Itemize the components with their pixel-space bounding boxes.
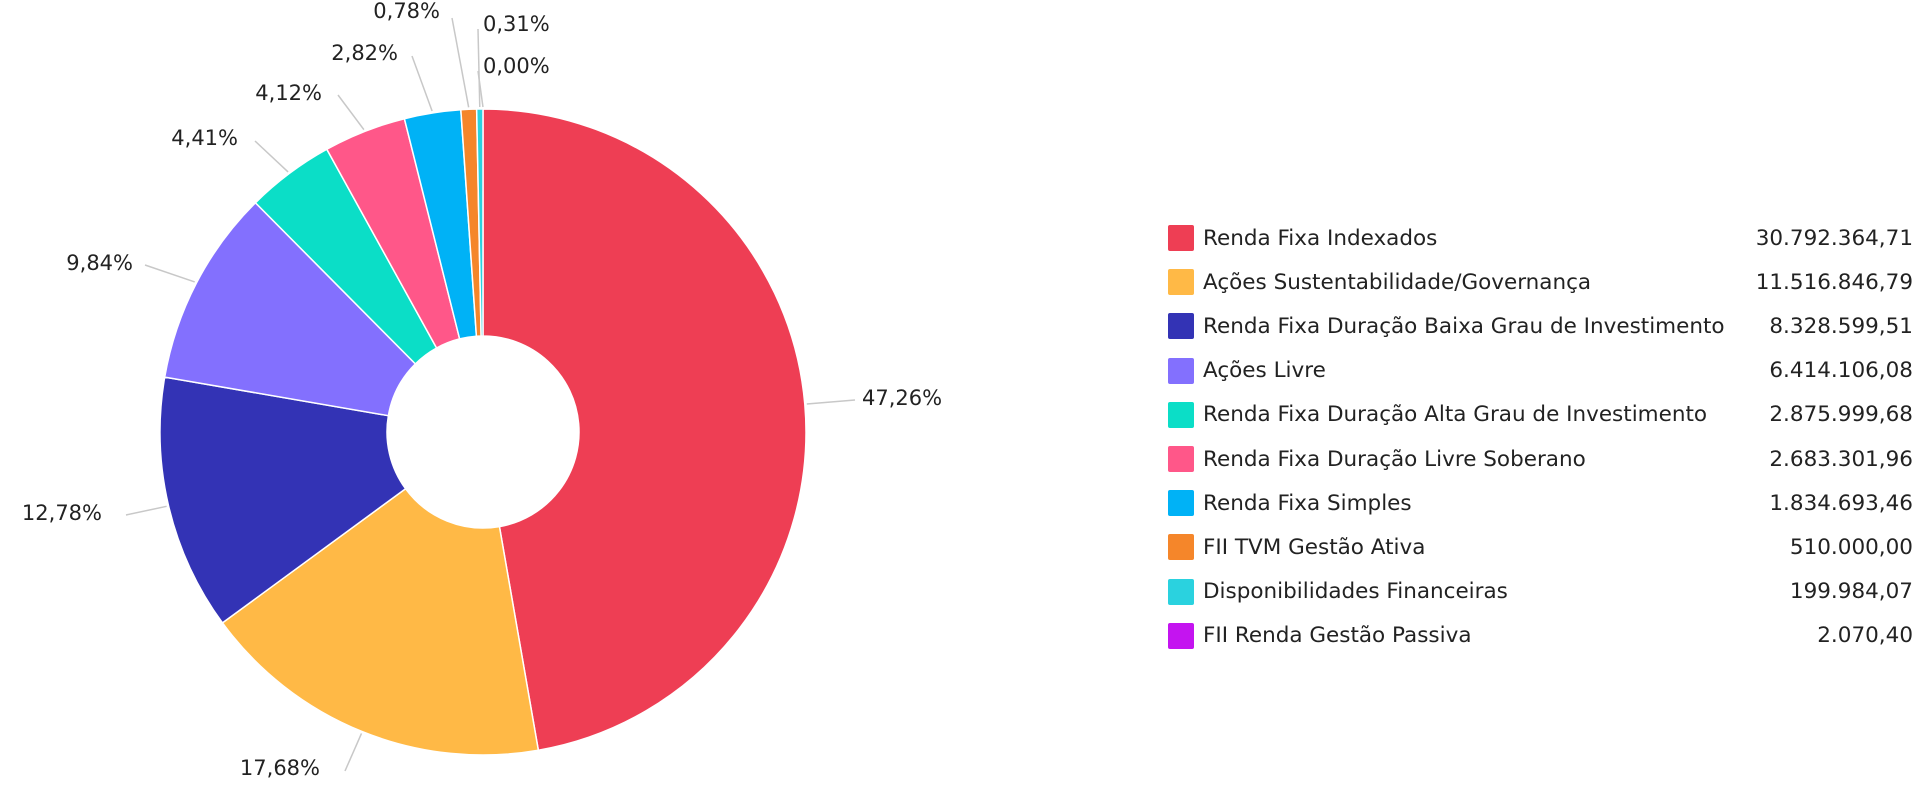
legend-label: FII Renda Gestão Passiva [1203,623,1472,649]
legend-item[interactable]: Ações Livre 6.414.106,08 [1168,349,1913,393]
legend-swatch [1168,357,1194,384]
legend-swatch [1168,401,1194,428]
legend-value: 1.834.693,46 [1769,490,1913,516]
leader-line [806,399,856,405]
percent-label: 4,12% [255,81,322,105]
legend-label: FII TVM Gestão Ativa [1203,534,1426,560]
legend-item[interactable]: Renda Fixa Indexados 30.792.364,71 [1168,216,1913,260]
leader-line [477,70,484,108]
legend-swatch [1168,446,1194,473]
leader-line [125,505,167,516]
leader-line [144,264,195,283]
legend-value: 199.984,07 [1789,579,1913,605]
donut-chart: 47,26% 17,68% 12,78% 9,84% 4,41% 4,12% 2,82% 0,… [22,0,942,780]
legend-label: Renda Fixa Duração Livre Soberano [1203,446,1586,472]
legend-label: Renda Fixa Simples [1203,490,1412,516]
legend-item[interactable]: FII TVM Gestão Ativa 510.000,00 [1168,525,1913,569]
legend-label: Renda Fixa Indexados [1203,225,1438,251]
legend-value: 2.683.301,96 [1769,446,1913,472]
slice-0[interactable] [482,108,807,752]
legend-value: 8.328.599,51 [1769,313,1913,339]
legend-swatch [1168,269,1194,296]
legend-swatch [1168,534,1194,561]
percent-label: 0,31% [483,12,550,36]
legend-item[interactable]: Disponibilidades Financeiras 199.984,07 [1168,570,1913,614]
legend-value: 2.875.999,68 [1769,402,1913,428]
slice-2[interactable] [159,376,407,624]
leader-line [451,17,470,108]
legend-value: 2.070,40 [1817,623,1913,649]
legend-label: Ações Sustentabilidade/Governança [1203,269,1592,295]
legend-item[interactable]: Renda Fixa Duração Livre Soberano 2.683.… [1168,437,1913,481]
percent-label: 47,26% [862,386,942,410]
legend-swatch [1168,578,1194,605]
legend-label: Disponibilidades Financeiras [1203,579,1508,605]
legend-swatch [1168,225,1194,252]
legend-value: 11.516.846,79 [1755,269,1913,295]
legend: Renda Fixa Indexados 30.792.364,71 Ações… [1168,216,1913,658]
legend-value: 30.792.364,71 [1755,225,1913,251]
percent-label: 4,41% [171,126,238,150]
percent-label: 2,82% [331,41,398,65]
percent-label: 17,68% [240,756,320,780]
percent-label: 0,78% [373,0,440,23]
leader-line [254,140,289,173]
legend-item[interactable]: FII Renda Gestão Passiva 2.070,40 [1168,614,1913,658]
legend-swatch [1168,313,1194,340]
legend-label: Renda Fixa Duração Baixa Grau de Investi… [1203,313,1725,339]
percent-label: 9,84% [66,251,133,275]
legend-value: 6.414.106,08 [1769,358,1913,384]
percent-label: 0,00% [483,54,550,78]
leader-line [411,55,433,112]
legend-label: Renda Fixa Duração Alta Grau de Investim… [1203,402,1708,428]
leader-line [477,28,481,108]
legend-swatch [1168,622,1194,649]
legend-item[interactable]: Ações Sustentabilidade/Governança 11.516… [1168,260,1913,304]
legend-value: 510.000,00 [1789,534,1913,560]
legend-item[interactable]: Renda Fixa Duração Baixa Grau de Investi… [1168,304,1913,348]
legend-label: Ações Livre [1203,358,1326,384]
leader-line [337,94,365,131]
legend-swatch [1168,490,1194,517]
slice-3[interactable] [163,201,417,417]
legend-item[interactable]: Renda Fixa Duração Alta Grau de Investim… [1168,393,1913,437]
leader-line [344,733,363,772]
slice-1[interactable] [221,487,540,756]
legend-item[interactable]: Renda Fixa Simples 1.834.693,46 [1168,481,1913,525]
percent-label: 12,78% [22,501,102,525]
